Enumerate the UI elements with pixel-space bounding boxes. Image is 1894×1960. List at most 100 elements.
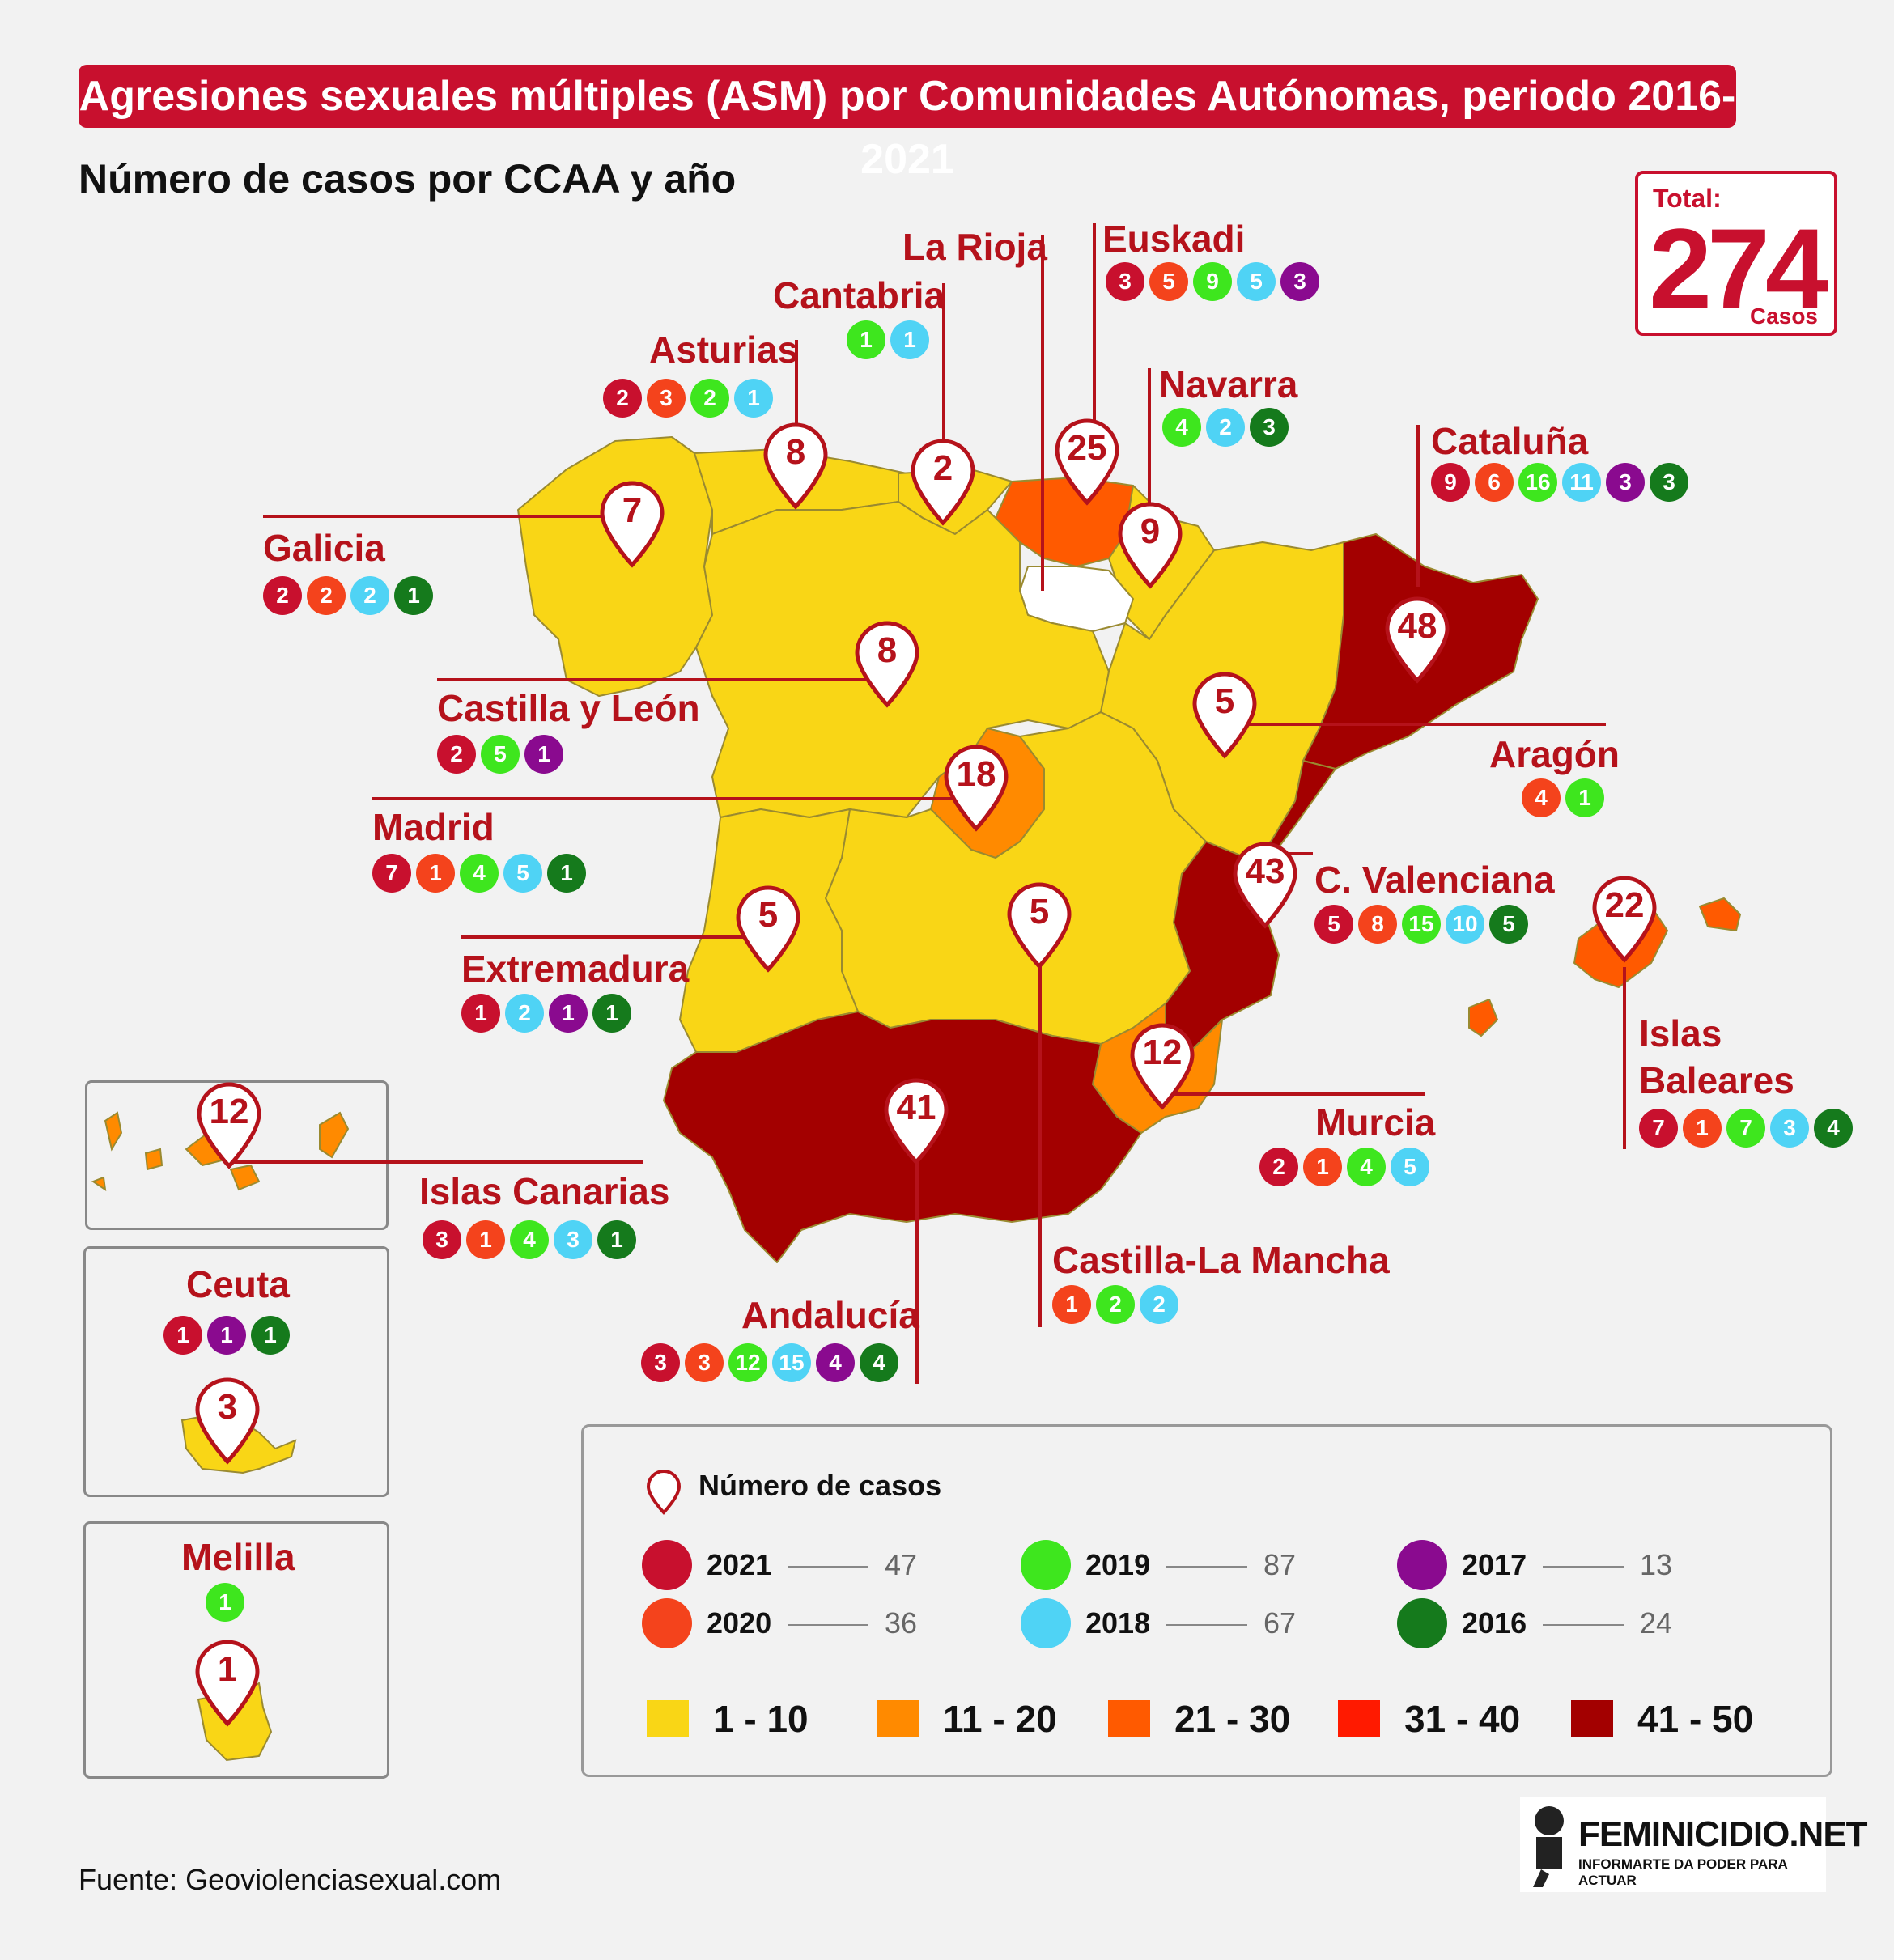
case-dots-melilla: 1 <box>206 1583 244 1622</box>
map-pin-icon <box>911 439 975 526</box>
map-pin-icon <box>600 481 665 568</box>
map-pin-canarias: 12 <box>194 1080 264 1169</box>
case-dot-2016: 3 <box>1250 408 1289 447</box>
map-pin-value: 25 <box>1067 428 1107 468</box>
legend-year: 2017 <box>1462 1548 1527 1581</box>
leader-navarra <box>1148 368 1151 506</box>
map-pin-icon <box>736 885 800 973</box>
case-dots-andalucia: 3 3 12 15 4 4 <box>641 1343 898 1382</box>
subtitle: Número de casos por CCAA y año <box>79 156 737 202</box>
legend-year: 2018 <box>1085 1606 1151 1640</box>
case-dot-2021: 7 <box>372 854 411 893</box>
case-dot-2017: 1 <box>207 1316 246 1355</box>
logo-tagline: INFORMARTE DA PODER PARA ACTUAR <box>1578 1856 1788 1888</box>
case-dot-2021: 3 <box>641 1343 680 1382</box>
case-dot-2020: 2 <box>307 576 346 615</box>
total-value: 274 <box>1649 205 1828 332</box>
inset-canarias <box>85 1080 389 1230</box>
map-pin-icon <box>1192 672 1257 759</box>
map-pin-cataluna: 48 <box>1382 595 1452 684</box>
legend-range-label: 31 - 40 <box>1404 1698 1521 1740</box>
map-pin-icon <box>1055 418 1119 506</box>
region-label-aragon: Aragón <box>1489 733 1620 775</box>
case-dot-2020: 1 <box>466 1220 505 1259</box>
case-dots-cataluna: 9 6 16 11 3 3 <box>1431 463 1688 502</box>
map-pin-icon <box>1130 1023 1195 1110</box>
map-pin-value: 8 <box>877 630 898 670</box>
legend-pin-label: Número de casos <box>699 1469 942 1502</box>
case-dot-2019: 7 <box>1726 1109 1765 1148</box>
legend-range-swatch <box>1338 1700 1380 1737</box>
case-dot-2019: 4 <box>1347 1148 1386 1186</box>
case-dot-2016: 5 <box>1489 905 1528 944</box>
case-dot-2018: 1 <box>890 320 929 359</box>
map-pin-value: 22 <box>1604 885 1645 925</box>
case-dot-2018: 11 <box>1562 463 1601 502</box>
case-dot-2018: 2 <box>1140 1285 1178 1324</box>
case-dot-2019: 4 <box>460 854 499 893</box>
region-label-asturias: Asturias <box>649 329 799 371</box>
leader-galicia <box>263 515 635 518</box>
leader-castillalamancha <box>1038 955 1042 1327</box>
map-pin-extremadura: 5 <box>733 884 803 973</box>
case-dot-2018: 3 <box>1770 1109 1809 1148</box>
leader-madrid <box>372 797 975 800</box>
case-dot-2021: 2 <box>263 576 302 615</box>
pin-legend-icon <box>646 1470 682 1515</box>
inset-melilla <box>83 1521 389 1779</box>
case-dot-2019: 1 <box>1565 778 1604 817</box>
legend-dot-2018 <box>1021 1598 1071 1648</box>
map-pin-value: 9 <box>1140 511 1161 551</box>
case-dot-2020: 1 <box>416 854 455 893</box>
case-dot-2019: 9 <box>1193 262 1232 301</box>
map-pin-value: 1 <box>217 1649 238 1689</box>
map-pin-value: 18 <box>956 754 996 794</box>
region-label-galicia: Galicia <box>263 527 385 569</box>
case-dot-2017: 1 <box>524 735 563 774</box>
region-baleares-menorca <box>1699 897 1741 931</box>
legend-line <box>1543 1566 1624 1568</box>
map-pin-value: 5 <box>1029 892 1050 931</box>
map-pin-cantabria: 2 <box>908 437 978 526</box>
leader-aragon <box>1224 723 1606 726</box>
region-label-extremadura: Extremadura <box>461 948 690 990</box>
legend-line <box>1166 1566 1247 1568</box>
map-pin-castillalamancha: 5 <box>1004 880 1074 969</box>
total-unit: Casos <box>1749 303 1818 329</box>
case-dot-2020: 3 <box>647 379 686 418</box>
logo-figure-icon <box>1533 1806 1564 1887</box>
legend-range-swatch <box>877 1700 919 1737</box>
legend-dot-2016 <box>1397 1598 1447 1648</box>
case-dot-2019: 15 <box>1402 905 1441 944</box>
legend-year: 2020 <box>707 1606 772 1640</box>
legend-line <box>1543 1624 1624 1626</box>
legend-range-swatch <box>1571 1700 1613 1737</box>
case-dot-2018: 2 <box>1206 408 1245 447</box>
logo-name: FEMINICIDIO.NET <box>1578 1814 1868 1854</box>
legend-range-swatch <box>1108 1700 1150 1737</box>
case-dot-2018: 5 <box>1237 262 1276 301</box>
legend-year-total: 67 <box>1263 1606 1297 1640</box>
map-pin-icon <box>763 422 828 510</box>
case-dot-2018: 3 <box>554 1220 592 1259</box>
leader-euskadi <box>1093 223 1096 434</box>
region-label-castillalamancha: Castilla-La Mancha <box>1052 1239 1390 1281</box>
case-dot-2020: 1 <box>1683 1109 1722 1148</box>
map-pin-value: 7 <box>622 490 643 530</box>
region-label-baleares: Islas Baleares <box>1639 1012 1794 1101</box>
legend-year: 2021 <box>707 1548 772 1581</box>
case-dot-2021: 1 <box>461 994 500 1033</box>
leader-larioja <box>1041 235 1044 591</box>
region-label-navarra: Navarra <box>1159 363 1298 405</box>
region-label-valenciana: C. Valenciana <box>1314 859 1555 901</box>
region-label-cataluna: Cataluña <box>1431 420 1589 462</box>
map-pin-icon <box>884 1078 949 1165</box>
case-dot-2018: 5 <box>1391 1148 1429 1186</box>
region-label-castillayleon: Castilla y León <box>437 687 700 729</box>
